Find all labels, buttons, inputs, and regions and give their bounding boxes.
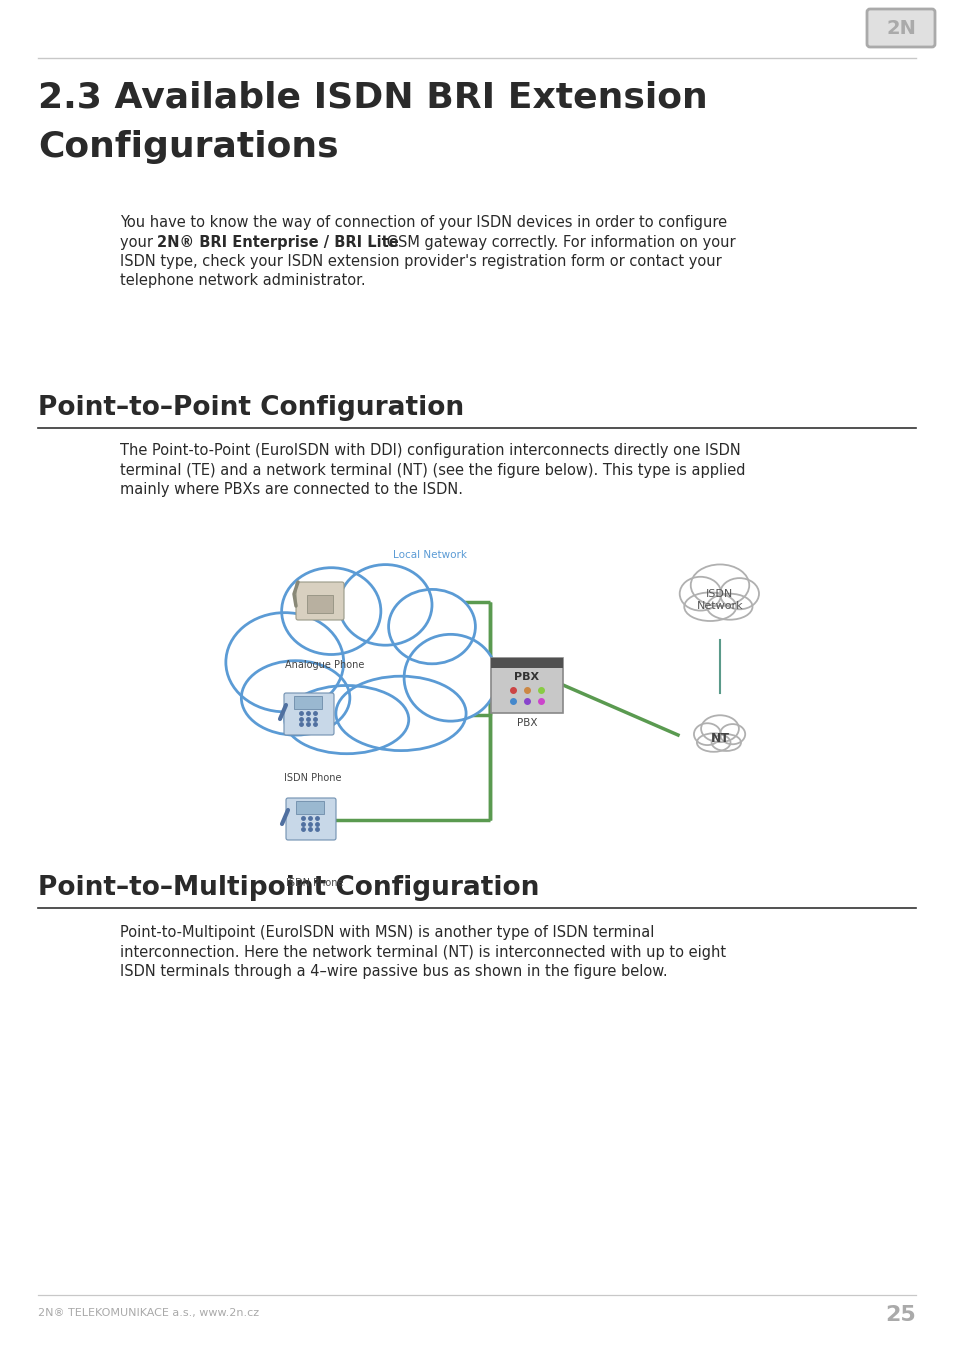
FancyBboxPatch shape — [491, 657, 562, 713]
Text: Configurations: Configurations — [38, 130, 338, 163]
Text: Point-to-Multipoint (EuroISDN with MSN) is another type of ISDN terminal: Point-to-Multipoint (EuroISDN with MSN) … — [120, 925, 654, 940]
Text: telephone network administrator.: telephone network administrator. — [120, 274, 365, 289]
Ellipse shape — [700, 716, 739, 742]
Text: PBX: PBX — [514, 672, 539, 682]
FancyBboxPatch shape — [295, 801, 324, 814]
Text: 2N® TELEKOMUNIKACE a.s., www.2n.cz: 2N® TELEKOMUNIKACE a.s., www.2n.cz — [38, 1308, 259, 1318]
Text: ISDN Phone: ISDN Phone — [286, 878, 343, 888]
Ellipse shape — [683, 593, 736, 621]
Ellipse shape — [404, 634, 497, 721]
FancyBboxPatch shape — [866, 9, 934, 47]
Text: ISDN Phone: ISDN Phone — [284, 774, 341, 783]
Text: 25: 25 — [884, 1305, 915, 1324]
Text: 2N® BRI Enterprise / BRI Lite: 2N® BRI Enterprise / BRI Lite — [157, 235, 398, 250]
Text: ISDN type, check your ISDN extension provider's registration form or contact you: ISDN type, check your ISDN extension pro… — [120, 254, 721, 269]
Ellipse shape — [720, 578, 759, 609]
FancyBboxPatch shape — [295, 582, 344, 620]
Ellipse shape — [706, 594, 752, 620]
FancyBboxPatch shape — [294, 697, 322, 709]
Ellipse shape — [281, 568, 380, 655]
Ellipse shape — [241, 660, 350, 736]
Text: GSM gateway correctly. For information on your: GSM gateway correctly. For information o… — [381, 235, 735, 250]
Text: your: your — [120, 235, 157, 250]
Text: 2N: 2N — [885, 19, 915, 38]
Text: NT: NT — [710, 732, 729, 744]
Text: terminal (TE) and a network terminal (NT) (see the figure below). This type is a: terminal (TE) and a network terminal (NT… — [120, 463, 744, 478]
Ellipse shape — [284, 686, 408, 753]
Text: The Point-to-Point (EuroISDN with DDI) configuration interconnects directly one : The Point-to-Point (EuroISDN with DDI) c… — [120, 443, 740, 458]
Ellipse shape — [690, 564, 748, 606]
Text: ISDN
Network: ISDN Network — [696, 589, 742, 612]
Ellipse shape — [388, 590, 475, 664]
Ellipse shape — [338, 564, 432, 645]
FancyBboxPatch shape — [284, 693, 334, 734]
FancyBboxPatch shape — [307, 595, 333, 613]
Text: Point–to–Multipoint Configuration: Point–to–Multipoint Configuration — [38, 875, 538, 900]
Text: PBX: PBX — [517, 718, 537, 729]
Ellipse shape — [720, 724, 744, 744]
Text: Analogue Phone: Analogue Phone — [285, 660, 364, 670]
Text: ISDN terminals through a 4–wire passive bus as shown in the figure below.: ISDN terminals through a 4–wire passive … — [120, 964, 667, 979]
Text: 2.3 Available ISDN BRI Extension: 2.3 Available ISDN BRI Extension — [38, 80, 707, 113]
Ellipse shape — [335, 676, 466, 751]
FancyBboxPatch shape — [491, 657, 562, 667]
Ellipse shape — [697, 733, 730, 752]
FancyBboxPatch shape — [286, 798, 335, 840]
Ellipse shape — [276, 608, 462, 732]
Text: Point–to–Point Configuration: Point–to–Point Configuration — [38, 396, 464, 421]
Ellipse shape — [679, 576, 720, 610]
Ellipse shape — [226, 613, 343, 711]
Ellipse shape — [711, 734, 740, 751]
Text: You have to know the way of connection of your ISDN devices in order to configur: You have to know the way of connection o… — [120, 215, 726, 230]
Text: interconnection. Here the network terminal (NT) is interconnected with up to eig: interconnection. Here the network termin… — [120, 945, 725, 960]
Text: mainly where PBXs are connected to the ISDN.: mainly where PBXs are connected to the I… — [120, 482, 462, 497]
Text: Local Network: Local Network — [393, 549, 467, 560]
Ellipse shape — [693, 724, 720, 745]
